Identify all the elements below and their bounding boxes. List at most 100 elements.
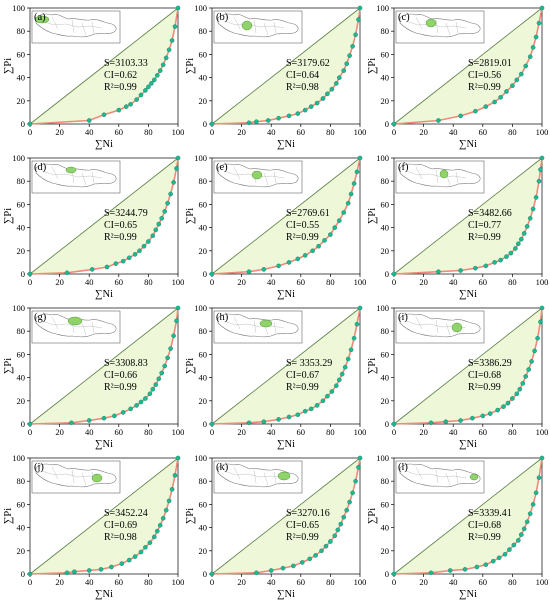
y-tick-label: 40 [199, 523, 208, 533]
stat-ci-value: CI=0.55 [286, 220, 319, 231]
data-point [350, 44, 355, 49]
data-point [168, 191, 173, 197]
data-point [325, 393, 330, 399]
y-axis-label: ∑Pi [367, 58, 378, 74]
y-tick-label: 80 [17, 476, 26, 486]
data-point [120, 258, 126, 264]
data-point [154, 73, 160, 78]
y-tick-label: 60 [381, 199, 390, 209]
data-point [261, 419, 267, 424]
data-point [169, 38, 175, 43]
basin-outline [399, 463, 481, 488]
data-point [332, 533, 338, 538]
chart-panel: 0 20 40 60 80 100 0 20 40 60 80 100 ∑Ni ∑Pi (i) S=3386.… [367, 303, 548, 450]
stat-s-value: S= 3353.29 [286, 358, 332, 369]
data-point [357, 455, 363, 461]
map-inset [31, 460, 121, 494]
y-tick-label: 60 [17, 349, 26, 359]
data-point [86, 418, 92, 423]
y-tick-label: 20 [381, 546, 390, 556]
x-tick-label: 80 [144, 277, 153, 287]
panel-label: (i) [398, 312, 408, 323]
y-tick-label: 40 [381, 223, 390, 233]
basin-outline [217, 13, 299, 38]
equality-line [211, 307, 361, 425]
stat-s-value: S=3339.41 [468, 508, 512, 519]
data-point [98, 567, 104, 572]
x-tick-label: 80 [326, 277, 335, 287]
data-point [505, 400, 511, 406]
data-point [138, 92, 144, 98]
map-inset [213, 460, 303, 494]
data-point [357, 5, 363, 11]
stat-ci-value: CI=0.62 [104, 70, 137, 81]
stat-ci-value: CI=0.77 [468, 220, 501, 231]
stat-ci-value: CI=0.68 [468, 520, 501, 531]
x-axis-label: ∑Ni [459, 289, 477, 300]
highlighted-region [91, 473, 103, 483]
stat-r2-value: R²=0.99 [468, 82, 501, 93]
stat-r2-value: R²=0.99 [468, 232, 501, 243]
data-point [339, 371, 345, 377]
data-point [328, 232, 333, 237]
stat-ci-value: CI=0.66 [104, 370, 137, 381]
data-point [175, 305, 181, 311]
data-point [246, 269, 252, 274]
y-axis-label: ∑Pi [185, 508, 196, 524]
data-point [518, 532, 524, 537]
y-tick-label: 0 [21, 569, 25, 579]
y-tick-label: 0 [21, 119, 25, 129]
data-point [501, 404, 506, 409]
x-tick-label: 20 [237, 577, 246, 587]
data-point [313, 553, 318, 558]
data-point [119, 561, 125, 566]
x-tick-label: 80 [508, 127, 517, 137]
data-point [521, 526, 527, 532]
chart-panel: 0 20 40 60 80 100 0 20 40 60 80 100 ∑Ni ∑Pi (c) S=2819.… [367, 3, 548, 150]
data-point [350, 490, 355, 496]
y-tick-label: 40 [381, 373, 390, 383]
x-tick-label: 80 [326, 427, 335, 437]
x-tick-label: 100 [172, 427, 185, 437]
data-point [276, 115, 281, 121]
y-tick-label: 80 [199, 326, 208, 336]
basin-outline [399, 13, 481, 38]
data-point [151, 534, 157, 540]
data-point [172, 24, 178, 29]
data-point [101, 415, 107, 421]
x-tick-label: 60 [297, 127, 306, 137]
data-point [261, 267, 267, 272]
x-tick-label: 0 [392, 427, 396, 437]
data-point [391, 121, 397, 127]
map-inset [31, 10, 121, 44]
x-tick-label: 0 [28, 277, 32, 287]
data-point [254, 119, 259, 124]
data-point [156, 221, 162, 227]
equality-line [393, 157, 543, 275]
data-point [286, 414, 292, 420]
data-point [163, 55, 169, 61]
data-point [175, 5, 181, 11]
data-point [138, 399, 144, 405]
data-point [458, 113, 463, 119]
data-point [483, 263, 489, 269]
stat-r2-value: R²=0.99 [468, 382, 501, 393]
data-point [302, 253, 308, 258]
basin-outline [35, 13, 117, 38]
basin-subregions [405, 316, 467, 336]
data-point [527, 54, 533, 60]
equality-line [393, 307, 543, 425]
y-tick-label: 80 [199, 476, 208, 486]
x-axis-label: ∑Ni [459, 439, 477, 450]
x-tick-label: 60 [115, 577, 124, 587]
data-point [322, 238, 327, 243]
stat-r2-value: R²=0.99 [104, 382, 137, 393]
x-tick-label: 80 [144, 127, 153, 137]
x-tick-label: 60 [297, 427, 306, 437]
highlighted-region [259, 319, 273, 328]
data-point [498, 95, 503, 100]
data-point [487, 411, 493, 416]
y-tick-label: 60 [199, 199, 208, 209]
data-point [470, 415, 475, 421]
data-point [109, 564, 114, 570]
